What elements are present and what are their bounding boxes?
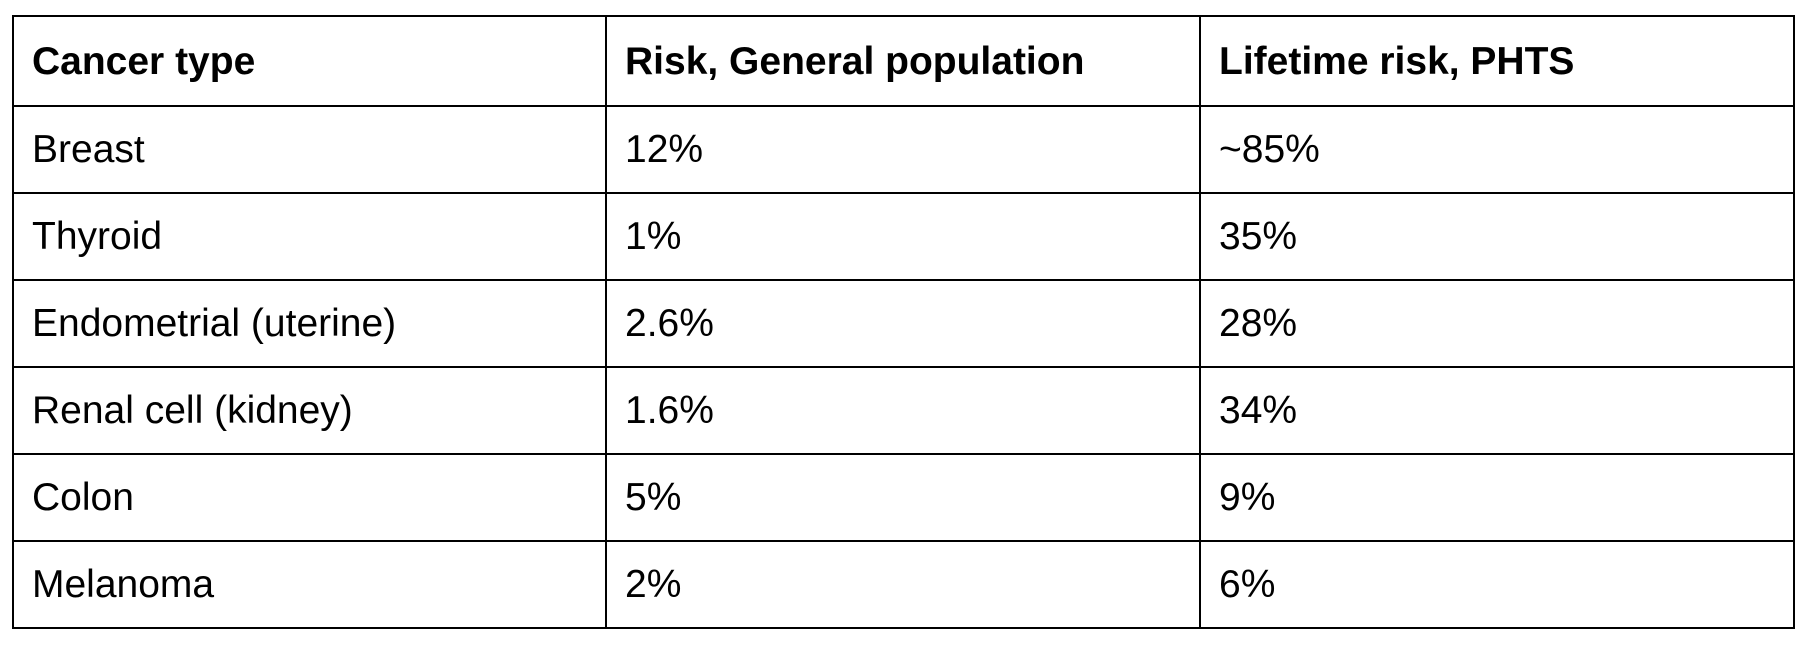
cell-phts-risk: 9% (1199, 453, 1795, 542)
cell-general-risk: 2% (605, 540, 1201, 629)
cell-cancer-type: Thyroid (12, 192, 607, 281)
cell-cancer-type: Endometrial (uterine) (12, 279, 607, 368)
table-row: Renal cell (kidney) 1.6% 34% (12, 366, 1795, 455)
cell-phts-risk: 35% (1199, 192, 1795, 281)
cell-cancer-type: Renal cell (kidney) (12, 366, 607, 455)
header-lifetime-risk-phts: Lifetime risk, PHTS (1199, 15, 1795, 107)
cell-general-risk: 1.6% (605, 366, 1201, 455)
cell-phts-risk: ~85% (1199, 105, 1795, 194)
table-row: Breast 12% ~85% (12, 105, 1795, 194)
cancer-risk-table-container: Cancer type Risk, General population Lif… (12, 15, 1795, 629)
table-header-row: Cancer type Risk, General population Lif… (12, 15, 1795, 107)
header-cancer-type: Cancer type (12, 15, 607, 107)
cell-general-risk: 2.6% (605, 279, 1201, 368)
cell-general-risk: 12% (605, 105, 1201, 194)
cell-phts-risk: 34% (1199, 366, 1795, 455)
table-row: Melanoma 2% 6% (12, 540, 1795, 629)
cancer-risk-table: Cancer type Risk, General population Lif… (12, 15, 1795, 629)
cell-general-risk: 5% (605, 453, 1201, 542)
cell-general-risk: 1% (605, 192, 1201, 281)
header-risk-general-population: Risk, General population (605, 15, 1201, 107)
cell-cancer-type: Melanoma (12, 540, 607, 629)
cell-cancer-type: Colon (12, 453, 607, 542)
table-row: Colon 5% 9% (12, 453, 1795, 542)
table-row: Thyroid 1% 35% (12, 192, 1795, 281)
cell-phts-risk: 28% (1199, 279, 1795, 368)
table-row: Endometrial (uterine) 2.6% 28% (12, 279, 1795, 368)
cell-cancer-type: Breast (12, 105, 607, 194)
cell-phts-risk: 6% (1199, 540, 1795, 629)
